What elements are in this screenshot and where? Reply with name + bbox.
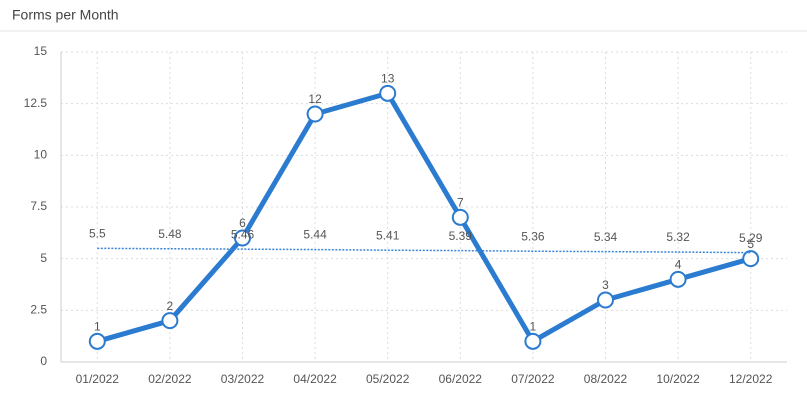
- data-label: 5.46: [231, 227, 255, 241]
- data-label: 2: [167, 299, 174, 313]
- y-tick-label: 12.5: [24, 96, 48, 110]
- chart-title: Forms per Month: [12, 7, 119, 23]
- point-marker: [742, 250, 760, 268]
- data-label: 12: [308, 92, 322, 106]
- data-label: 7: [457, 196, 464, 210]
- x-tick-label: 12/2022: [729, 372, 773, 386]
- point-marker: [451, 208, 469, 226]
- trend-line: [97, 247, 751, 254]
- x-tick-label: 05/2022: [366, 372, 410, 386]
- y-tick-label: 2.5: [30, 303, 47, 317]
- x-tick-label: 04/2022: [293, 372, 337, 386]
- point-marker: [524, 332, 542, 350]
- x-tick-label: 02/2022: [148, 372, 192, 386]
- data-label: 5.5: [89, 227, 106, 241]
- data-label: 5.39: [449, 229, 473, 243]
- data-label: 3: [602, 278, 609, 292]
- data-label: 5.44: [303, 228, 327, 242]
- data-label: 4: [675, 258, 682, 272]
- point-marker: [234, 229, 251, 247]
- x-tick-label: 10/2022: [656, 372, 700, 386]
- data-label: 5.48: [158, 227, 182, 241]
- x-tick-label: 06/2022: [439, 372, 483, 386]
- data-label: 5.32: [666, 230, 690, 244]
- point-marker: [88, 332, 106, 350]
- data-label: 6: [239, 216, 246, 230]
- point-marker: [306, 105, 324, 123]
- x-tick-label: 08/2022: [584, 372, 628, 386]
- y-tick-label: 5: [40, 251, 47, 265]
- x-tick-label: 07/2022: [511, 372, 555, 386]
- data-label: 1: [530, 320, 537, 334]
- x-tick-label: 03/2022: [221, 372, 265, 386]
- point-marker: [669, 270, 687, 288]
- series-line: [96, 90, 752, 344]
- data-label: 13: [381, 72, 395, 86]
- point-marker: [597, 291, 614, 309]
- y-tick-label: 10: [34, 148, 48, 162]
- data-label: 5.36: [521, 229, 545, 243]
- data-label: 5.29: [739, 231, 763, 245]
- x-tick-label: 01/2022: [76, 372, 120, 386]
- y-tick-label: 15: [34, 44, 48, 58]
- y-tick-label: 0: [40, 354, 47, 368]
- point-marker: [161, 312, 179, 330]
- data-label: 5.34: [594, 230, 618, 244]
- data-label: 1: [94, 320, 101, 334]
- y-tick-label: 7.5: [30, 199, 47, 213]
- data-label: 5: [747, 237, 754, 251]
- data-label: 5.41: [376, 228, 400, 242]
- point-marker: [379, 84, 397, 102]
